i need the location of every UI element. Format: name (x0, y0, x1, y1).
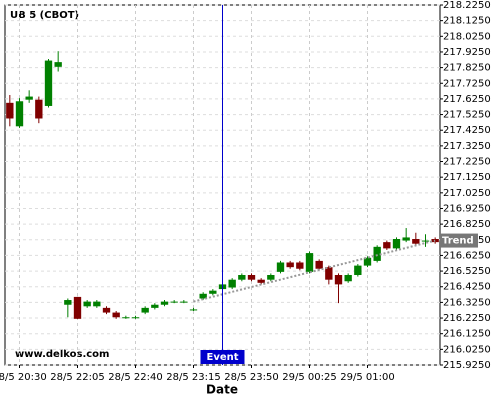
trend-line (193, 239, 436, 303)
candle-body (54, 62, 62, 67)
event-label: Event (206, 352, 238, 363)
y-tick-label: 217.0250 (443, 188, 491, 199)
candle-body (354, 265, 362, 275)
trend-label: Trend (442, 236, 474, 247)
candle-body (189, 309, 198, 311)
candle-body (25, 96, 33, 100)
candle-body (296, 262, 304, 269)
candle-body (325, 267, 333, 280)
y-tick-label: 217.4250 (443, 125, 491, 136)
y-tick-label: 216.4250 (443, 282, 491, 293)
candle-body (83, 301, 91, 307)
candle-body (151, 304, 159, 308)
candle-body (276, 262, 285, 272)
x-tick-label: 29/5 01:00 (340, 372, 394, 383)
y-tick-label: 216.0250 (443, 344, 491, 355)
y-tick-label: 216.2250 (443, 313, 491, 324)
candle-body (180, 301, 188, 303)
candle-body (44, 60, 53, 106)
candle-body (73, 296, 82, 319)
candle-body (199, 293, 207, 299)
candle-body (64, 300, 72, 305)
y-tick-label: 217.7250 (443, 78, 491, 89)
y-tick-label: 216.3250 (443, 297, 491, 308)
y-tick-label: 217.3250 (443, 141, 491, 152)
candle-body (344, 275, 352, 282)
x-tick-label: 28/5 23:50 (224, 372, 278, 383)
y-tick-label: 217.5250 (443, 110, 491, 121)
candle-body (257, 279, 265, 283)
trend-label-box (440, 233, 478, 248)
y-tick-label: 217.6250 (443, 94, 491, 105)
y-tick-label: 216.6250 (443, 250, 491, 261)
y-tick-label: 218.0250 (443, 31, 491, 42)
candle-body (15, 101, 24, 127)
candle-body (421, 240, 430, 242)
y-tick-label: 216.9250 (443, 203, 491, 214)
candle-body (383, 242, 391, 249)
y-tick-label: 215.9250 (443, 360, 491, 371)
y-tick-label: 217.2250 (443, 157, 491, 168)
x-tick-label: 28/5 22:40 (108, 372, 162, 383)
candle-body (305, 253, 314, 272)
x-axis-label: Date (206, 383, 238, 397)
candle-body (247, 275, 256, 280)
candle-body (228, 279, 236, 288)
candle-body (141, 307, 149, 313)
y-tick-label: 217.8250 (443, 63, 491, 74)
x-tick-label: 29/5 00:25 (282, 372, 336, 383)
candle-body (122, 317, 130, 319)
candle-body (6, 102, 14, 119)
y-tick-label: 216.8250 (443, 219, 491, 230)
candle-body (373, 246, 381, 261)
candle-body (363, 257, 372, 266)
candle-body (102, 307, 111, 313)
y-tick-label: 216.5250 (443, 266, 491, 277)
y-tick-label: 217.9250 (443, 47, 491, 58)
candle-body (334, 275, 343, 285)
candle-body (392, 239, 401, 249)
y-tick-label: 218.1250 (443, 16, 491, 27)
event-label-box (200, 350, 245, 364)
candle-body (402, 237, 410, 241)
x-tick-label: 28/5 23:15 (166, 372, 220, 383)
chart-title: UB 5 (CBOT) (10, 10, 79, 21)
watermark: www.delkos.com (15, 349, 109, 360)
candle-body (286, 262, 294, 268)
y-tick-label: 217.1250 (443, 172, 491, 183)
y-tick-label: 218.2250 (443, 0, 491, 11)
candle-body (238, 275, 246, 280)
candle-body (131, 317, 140, 319)
candle-body (209, 290, 217, 294)
candle-body (170, 301, 178, 303)
candle-body (267, 275, 275, 280)
candle-body (315, 260, 323, 269)
candle-body (35, 99, 43, 119)
x-tick-label: 28/5 22:05 (50, 372, 104, 383)
candle-body (412, 239, 420, 244)
y-tick-label: 216.1250 (443, 329, 491, 340)
candle-body (112, 312, 120, 318)
x-tick-label: 28/5 20:30 (0, 372, 47, 383)
candle-body (160, 301, 169, 305)
candle-body (93, 301, 101, 307)
